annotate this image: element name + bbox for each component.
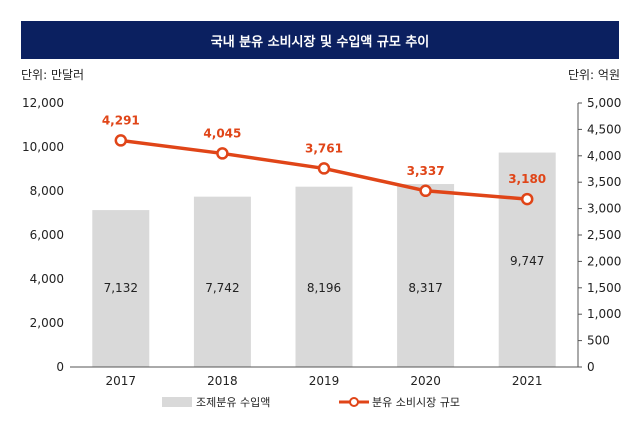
line-value-label: 4,291: [102, 113, 140, 127]
y-right-tick-label: 2,500: [587, 228, 621, 242]
y-left-tick-label: 10,000: [22, 140, 64, 154]
y-right-tick-label: 4,000: [587, 149, 621, 163]
y-right-tick-label: 5,000: [587, 96, 621, 110]
x-tick-label: 2021: [512, 374, 543, 388]
y-right-tick-label: 0: [587, 360, 595, 374]
chart-title-bar: 국내 분유 소비시장 및 수입액 규모 추이: [21, 21, 619, 59]
line-value-label: 3,180: [508, 172, 546, 186]
bar-value-label: 7,742: [205, 281, 239, 295]
bar-value-label: 8,317: [408, 281, 442, 295]
y-left-tick-label: 2,000: [30, 316, 64, 330]
line-point: [114, 134, 128, 147]
line-value-label: 3,337: [407, 164, 445, 178]
bar-value-label: 7,132: [104, 281, 138, 295]
x-tick-label: 2019: [309, 374, 340, 388]
y-left-tick-label: 6,000: [30, 228, 64, 242]
right-unit-label: 단위: 억원: [567, 68, 620, 82]
left-unit-label: 단위: 만달러: [21, 68, 85, 82]
y-right-tick-label: 3,500: [587, 175, 621, 189]
y-right-tick-label: 2,000: [587, 254, 621, 268]
bar-value-label: 9,747: [510, 254, 544, 268]
bar: [92, 210, 150, 367]
line-value-label: 3,761: [305, 141, 343, 155]
bar: [295, 186, 353, 367]
chart-title: 국내 분유 소비시장 및 수입액 규모 추이: [210, 34, 430, 50]
x-tick-label: 2017: [106, 374, 137, 388]
line-point: [216, 147, 229, 160]
line-point: [520, 192, 534, 206]
x-tick-label: 2018: [207, 374, 238, 388]
line-value-label: 4,045: [203, 126, 241, 140]
y-left-tick-label: 8,000: [30, 184, 64, 198]
y-right-tick-label: 4,500: [587, 122, 621, 136]
y-right-tick-label: 3,000: [587, 202, 621, 216]
bar: [397, 184, 455, 367]
y-left-tick-label: 0: [56, 360, 64, 374]
y-left-tick-label: 12,000: [22, 96, 64, 110]
legend-line-label: 분유 소비시장 규모: [372, 396, 460, 409]
line-point: [317, 162, 331, 175]
y-left-tick-label: 4,000: [30, 272, 64, 286]
y-right-tick-label: 1,500: [587, 281, 621, 295]
y-right-tick-label: 1,000: [587, 307, 621, 321]
bar: [193, 196, 251, 367]
legend-bar-swatch: [162, 397, 192, 407]
x-tick-label: 2020: [410, 374, 441, 388]
legend-bar-label: 조제분유 수입액: [196, 396, 270, 409]
legend-line-marker: [349, 397, 359, 407]
y-right-tick-label: 500: [587, 334, 610, 348]
bar: [498, 152, 556, 367]
line-point: [419, 184, 432, 198]
bar-value-label: 8,196: [307, 281, 341, 295]
